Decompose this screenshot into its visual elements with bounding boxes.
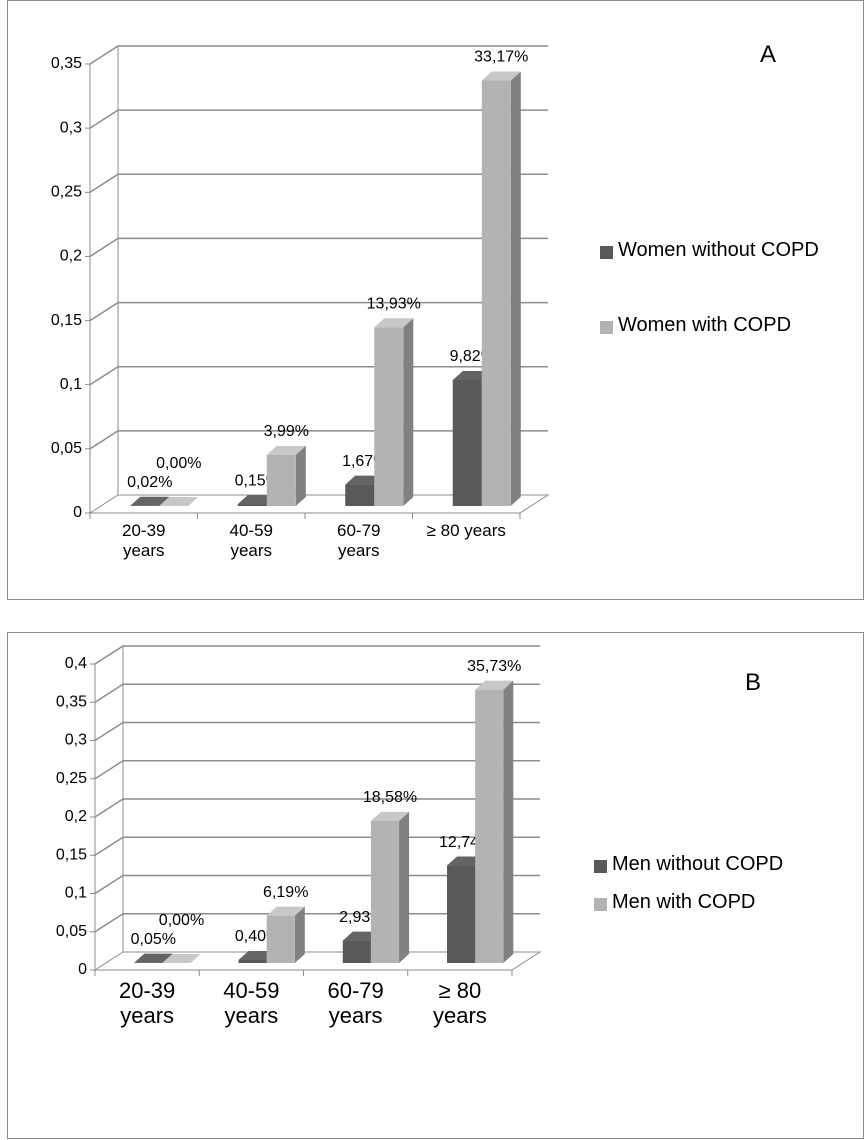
- bar-side: [399, 811, 410, 963]
- bar: [374, 318, 414, 506]
- bar-side: [503, 680, 514, 963]
- y-tick-label: 0,2: [65, 808, 87, 825]
- legend-label: Men without COPD: [612, 853, 784, 875]
- bar-side: [510, 71, 521, 506]
- x-tick-label: ≥ 80 years: [426, 521, 506, 540]
- legend-label: Women with COPD: [618, 314, 792, 336]
- legend-label: Women without COPD: [618, 239, 819, 261]
- bar-front: [266, 454, 296, 506]
- bar-top: [159, 497, 199, 506]
- bar-front: [266, 915, 295, 963]
- bar-top: [475, 680, 514, 690]
- legend-swatch: [600, 321, 613, 334]
- bar-front: [238, 959, 267, 963]
- bar-top: [374, 318, 414, 328]
- bar-top: [370, 811, 410, 821]
- grid-line: [94, 721, 540, 742]
- bar: [370, 811, 410, 963]
- value-label: 0,00%: [156, 455, 201, 472]
- bar-top: [162, 954, 201, 963]
- x-tick-label: 60-79 years: [327, 978, 384, 1029]
- bar-front: [447, 865, 476, 963]
- bar-top: [266, 906, 305, 916]
- bar: [134, 953, 173, 963]
- grid-line: [89, 237, 548, 258]
- y-tick-label: 0,15: [51, 312, 82, 329]
- y-tick-label: 0,25: [51, 184, 82, 201]
- grid-line: [89, 173, 548, 193]
- grid-line: [94, 760, 540, 780]
- y-tick-label: 0,05: [51, 440, 82, 457]
- legend-swatch: [600, 246, 613, 259]
- y-tick-label: 0: [78, 961, 87, 978]
- value-label: 3,99%: [264, 423, 309, 440]
- bar-side: [294, 906, 305, 963]
- grid-line: [89, 109, 548, 129]
- panel-annotation: B: [745, 669, 762, 696]
- bar-top: [130, 496, 170, 506]
- y-tick-label: 0,25: [56, 770, 87, 787]
- x-tick-label: 20-39 years: [122, 521, 166, 560]
- legend-swatch: [594, 860, 607, 873]
- bar-side: [403, 318, 414, 506]
- bar-side: [295, 445, 306, 506]
- bar-top: [266, 445, 306, 455]
- bar: [162, 954, 201, 963]
- y-tick-label: 0,35: [56, 693, 87, 710]
- x-tick-label: 40-59 years: [223, 978, 280, 1029]
- value-label: 0,02%: [127, 474, 172, 491]
- value-label: 0,05%: [131, 931, 176, 948]
- bar-front: [374, 327, 404, 506]
- bar-side: [159, 496, 170, 506]
- y-tick-label: 0,1: [65, 885, 87, 902]
- grid-line: [94, 683, 540, 703]
- value-label: 0,00%: [159, 912, 204, 929]
- panel-border: [7, 632, 864, 1139]
- bar-front: [342, 940, 371, 963]
- legend-swatch: [594, 898, 607, 911]
- bar-front: [237, 504, 267, 506]
- bar-front: [370, 820, 400, 963]
- value-label: 33,17%: [474, 49, 528, 66]
- bar: [481, 71, 521, 506]
- grid-line: [89, 301, 548, 322]
- x-tick-label: 60-79 years: [337, 521, 381, 560]
- value-label: 18,58%: [363, 789, 417, 806]
- y-tick-label: 0,35: [51, 55, 82, 72]
- bar: [475, 680, 514, 963]
- y-tick-label: 0,15: [56, 846, 87, 863]
- floor: [88, 494, 550, 514]
- y-tick-label: 0,3: [65, 732, 87, 749]
- bar: [159, 497, 199, 506]
- grid-line: [94, 798, 540, 818]
- bar-front: [475, 689, 504, 963]
- y-tick-label: 0,2: [60, 248, 82, 265]
- panel-annotation: A: [760, 41, 777, 68]
- bar-front: [481, 80, 511, 506]
- y-tick-label: 0: [73, 504, 82, 521]
- x-tick-label: 20-39 years: [118, 978, 176, 1029]
- x-tick-label: 40-59 years: [229, 521, 273, 560]
- floor: [93, 951, 542, 971]
- value-label: 6,19%: [263, 884, 308, 901]
- bar-front: [345, 484, 375, 506]
- x-tick-label: ≥ 80 years: [432, 978, 487, 1029]
- panel-border: [7, 0, 864, 600]
- bar-front: [452, 380, 482, 506]
- bar-top: [134, 953, 173, 963]
- y-tick-label: 0,4: [65, 655, 87, 672]
- legend-label: Men with COPD: [612, 891, 756, 913]
- y-tick-label: 0,05: [56, 923, 87, 940]
- y-tick-label: 0,1: [60, 376, 82, 393]
- bar-side: [162, 953, 173, 963]
- bar: [130, 496, 170, 506]
- value-label: 35,73%: [467, 658, 521, 675]
- value-label: 13,93%: [367, 296, 421, 313]
- bar: [266, 445, 306, 506]
- bar-top: [481, 71, 521, 81]
- y-tick-label: 0,3: [60, 119, 82, 136]
- bar: [266, 906, 305, 963]
